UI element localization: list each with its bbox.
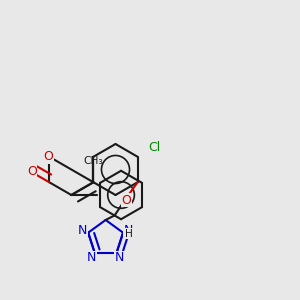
Text: N: N xyxy=(78,224,88,238)
Text: N: N xyxy=(115,251,124,264)
Text: N: N xyxy=(87,251,96,264)
Text: O: O xyxy=(44,150,53,163)
Text: CH₃: CH₃ xyxy=(84,156,103,166)
Text: H: H xyxy=(125,229,133,239)
Text: Cl: Cl xyxy=(148,141,160,154)
Text: O: O xyxy=(27,165,37,178)
Text: O: O xyxy=(121,194,131,207)
Text: N: N xyxy=(124,224,133,238)
